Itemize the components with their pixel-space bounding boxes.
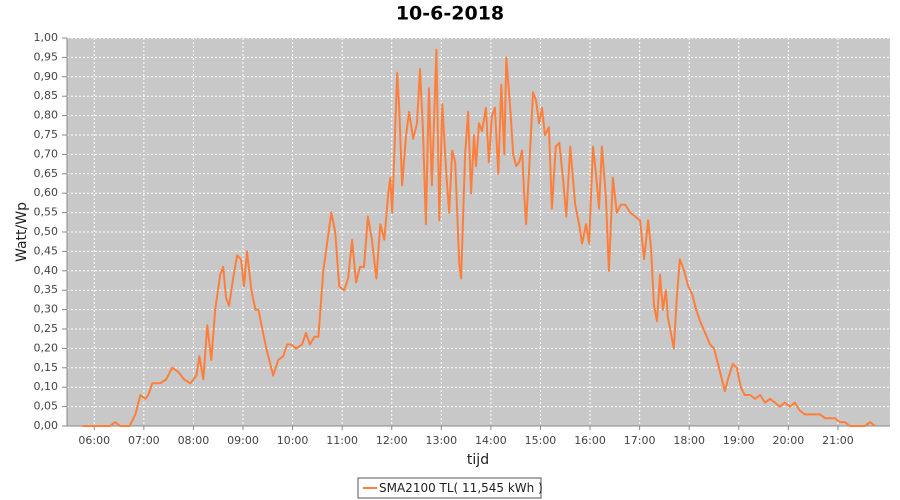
x-tick-label: 20:00 [773, 434, 805, 447]
x-tick-label: 10:00 [277, 434, 309, 447]
x-tick-label: 11:00 [326, 434, 358, 447]
y-tick-label: 0,85 [34, 89, 59, 102]
legend: SMA2100 TL( 11,545 kWh ) [357, 477, 543, 499]
x-tick-label: 15:00 [525, 434, 557, 447]
x-tick-label: 16:00 [574, 434, 606, 447]
y-tick-label: 1,00 [34, 31, 59, 44]
y-tick-label: 0,70 [34, 147, 59, 160]
y-tick-label: 0,55 [34, 206, 59, 219]
y-tick-label: 0,95 [34, 50, 59, 63]
y-tick-label: 0,65 [34, 167, 59, 180]
chart-title: 10-6-2018 [396, 3, 504, 25]
y-tick-label: 0,20 [34, 341, 59, 354]
y-tick-label: 0,40 [34, 264, 59, 277]
x-tick-label: 21:00 [822, 434, 854, 447]
y-tick-label: 0,80 [34, 109, 59, 122]
y-tick-label: 0,25 [34, 322, 59, 335]
y-tick-label: 0,60 [34, 186, 59, 199]
legend-box [357, 477, 542, 499]
x-tick-label: 08:00 [178, 434, 210, 447]
y-tick-label: 0,75 [34, 128, 59, 141]
x-tick-label: 12:00 [376, 434, 408, 447]
x-tick-label: 06:00 [78, 434, 110, 447]
series-line [82, 48, 876, 427]
y-tick-label: 0,10 [34, 380, 59, 393]
y-tick-label: 0,00 [34, 419, 59, 432]
x-tick-label: 17:00 [624, 434, 656, 447]
y-tick-label: 0,50 [34, 225, 59, 238]
y-axis-title: Watt/Wp [14, 202, 30, 262]
x-tick-label: 13:00 [425, 434, 457, 447]
y-tick-label: 0,90 [34, 70, 59, 83]
x-tick-label: 07:00 [128, 434, 160, 447]
y-tick-label: 0,45 [34, 244, 59, 257]
y-tick-label: 0,15 [34, 361, 59, 374]
legend-label: SMA2100 TL( 11,545 kWh ) [379, 481, 543, 495]
y-tick-label: 0,35 [34, 283, 59, 296]
x-tick-label: 18:00 [673, 434, 705, 447]
y-tick-label: 0,30 [34, 303, 59, 316]
x-tick-label: 14:00 [475, 434, 507, 447]
x-tick-label: 09:00 [227, 434, 259, 447]
plot-area [67, 38, 890, 426]
x-axis-title: tijd [467, 452, 489, 468]
y-tick-label: 0,05 [34, 400, 59, 413]
x-tick-label: 19:00 [723, 434, 755, 447]
